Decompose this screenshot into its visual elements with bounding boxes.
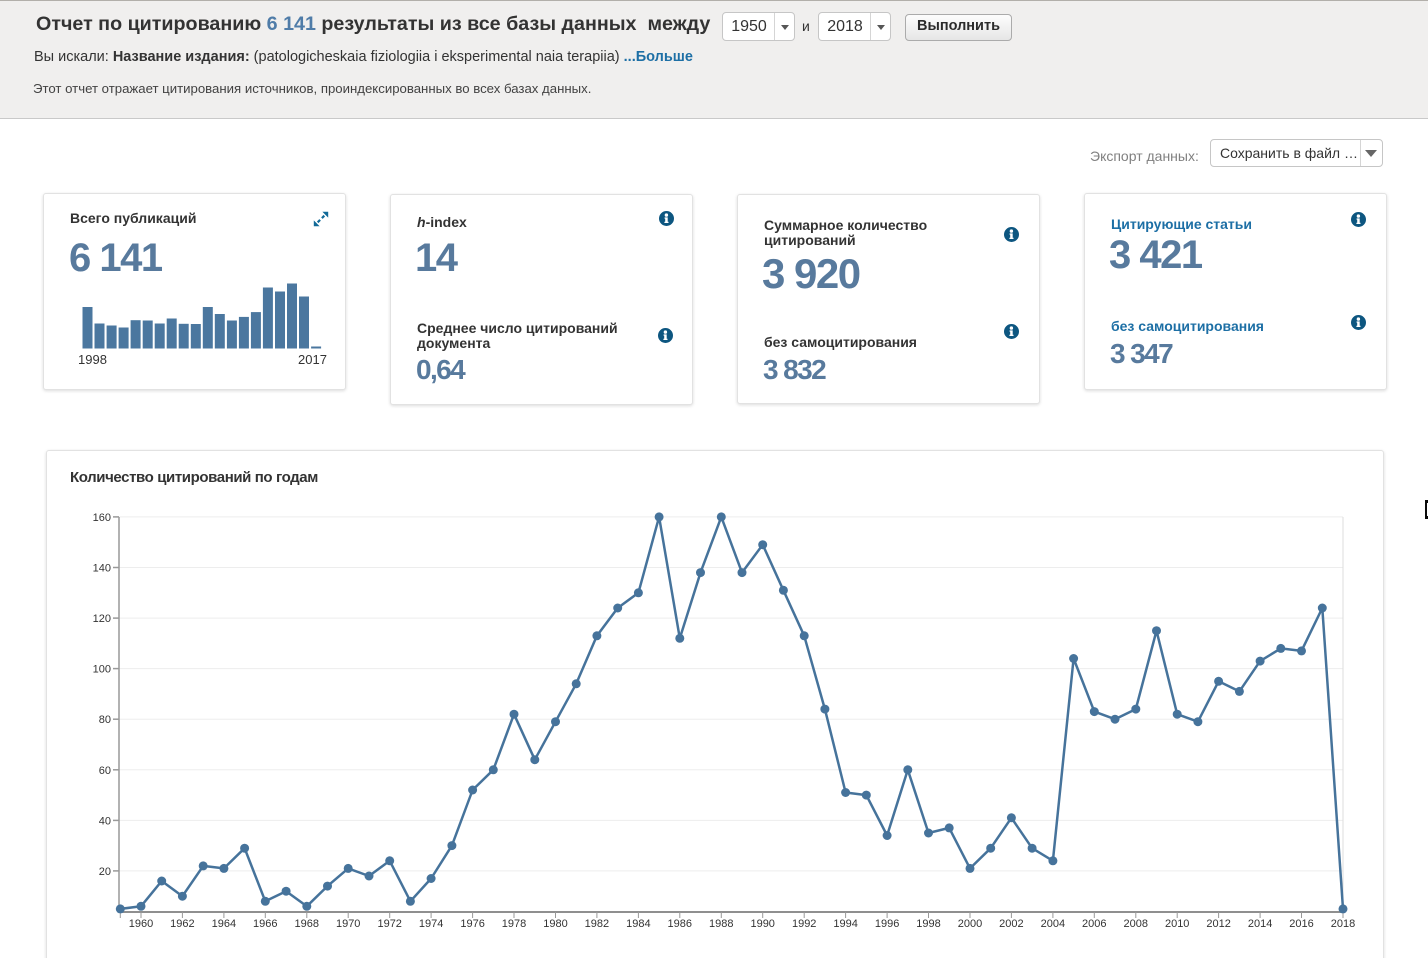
svg-text:1976: 1976 — [460, 918, 484, 930]
svg-text:20: 20 — [99, 866, 111, 878]
svg-text:2010: 2010 — [1165, 918, 1189, 930]
svg-text:2004: 2004 — [1041, 918, 1065, 930]
svg-text:1986: 1986 — [668, 918, 692, 930]
svg-text:1988: 1988 — [709, 918, 733, 930]
svg-text:2000: 2000 — [958, 918, 982, 930]
svg-text:1998: 1998 — [916, 918, 940, 930]
svg-text:1962: 1962 — [170, 918, 194, 930]
svg-text:1968: 1968 — [295, 918, 319, 930]
svg-text:100: 100 — [93, 664, 111, 676]
svg-text:2008: 2008 — [1124, 918, 1148, 930]
svg-text:1996: 1996 — [875, 918, 899, 930]
svg-text:80: 80 — [99, 714, 111, 726]
svg-text:2002: 2002 — [999, 918, 1023, 930]
svg-text:2014: 2014 — [1248, 918, 1272, 930]
svg-text:60: 60 — [99, 765, 111, 777]
svg-text:40: 40 — [99, 815, 111, 827]
svg-text:2006: 2006 — [1082, 918, 1106, 930]
svg-text:1978: 1978 — [502, 918, 526, 930]
svg-text:1992: 1992 — [792, 918, 816, 930]
svg-text:1994: 1994 — [833, 918, 857, 930]
svg-text:1980: 1980 — [543, 918, 567, 930]
svg-text:2018: 2018 — [1331, 918, 1355, 930]
svg-text:1966: 1966 — [253, 918, 277, 930]
svg-text:1964: 1964 — [212, 918, 236, 930]
svg-text:1972: 1972 — [377, 918, 401, 930]
svg-text:140: 140 — [93, 563, 111, 575]
svg-text:1982: 1982 — [585, 918, 609, 930]
svg-text:120: 120 — [93, 613, 111, 625]
svg-text:2012: 2012 — [1206, 918, 1230, 930]
svg-text:2016: 2016 — [1289, 918, 1313, 930]
svg-text:1960: 1960 — [129, 918, 153, 930]
svg-text:160: 160 — [93, 512, 111, 524]
svg-text:1990: 1990 — [750, 918, 774, 930]
svg-text:1984: 1984 — [626, 918, 650, 930]
svg-text:1974: 1974 — [419, 918, 443, 930]
svg-text:1970: 1970 — [336, 918, 360, 930]
